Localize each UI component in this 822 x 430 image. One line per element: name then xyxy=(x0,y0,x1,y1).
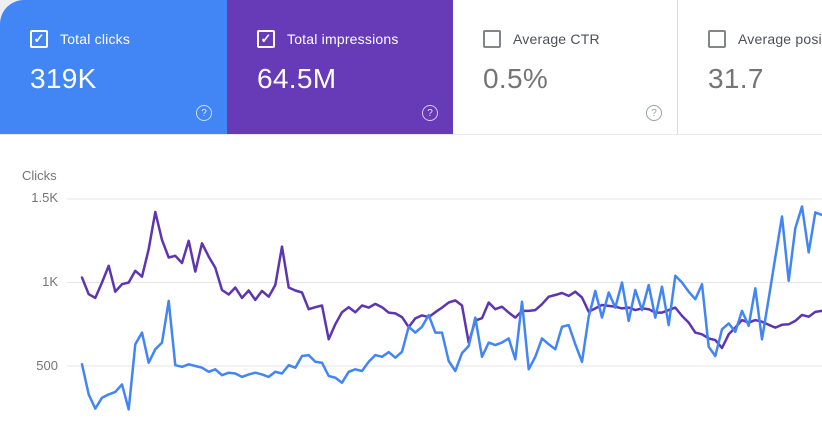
total-clicks-checkbox[interactable]: ✓ xyxy=(30,30,48,48)
average-ctr-checkbox[interactable]: ✓ xyxy=(483,30,501,48)
y-tick-label-500: 500 xyxy=(36,358,58,373)
help-icon[interactable]: ? xyxy=(422,105,438,121)
metric-card-total-impressions[interactable]: ✓ Total impressions 64.5M ? xyxy=(227,0,453,134)
y-tick-label-1000: 1K xyxy=(42,274,58,289)
total-impressions-value: 64.5M xyxy=(257,63,337,94)
impressions-line xyxy=(80,210,822,350)
metric-card-average-position[interactable]: ✓ Average position 31.7 ? xyxy=(677,0,822,134)
help-icon[interactable]: ? xyxy=(196,105,212,121)
card-label: Total clicks xyxy=(60,31,131,47)
card-label: Total impressions xyxy=(287,31,399,47)
metric-card-average-ctr[interactable]: ✓ Average CTR 0.5% ? xyxy=(453,0,677,134)
metric-card-total-clicks[interactable]: ✓ Total clicks 319K ? xyxy=(0,0,227,134)
clicks-line xyxy=(80,205,822,411)
card-header: ✓ Average CTR xyxy=(453,0,677,48)
average-ctr-value: 0.5% xyxy=(483,63,549,94)
checkmark-icon: ✓ xyxy=(33,31,45,46)
total-clicks-value: 319K xyxy=(30,63,97,94)
average-position-value: 31.7 xyxy=(708,63,764,94)
average-position-checkbox[interactable]: ✓ xyxy=(708,30,726,48)
checkmark-icon: ✓ xyxy=(260,31,272,46)
line-chart xyxy=(67,198,822,411)
y-tick-label-1500: 1.5K xyxy=(31,190,58,205)
help-icon[interactable]: ? xyxy=(646,105,662,121)
card-header: ✓ Total clicks xyxy=(0,0,227,48)
card-label: Average CTR xyxy=(513,31,600,47)
card-header: ✓ Total impressions xyxy=(227,0,453,48)
y-axis-title: Clicks xyxy=(22,168,57,183)
card-header: ✓ Average position xyxy=(678,0,822,48)
card-label: Average position xyxy=(738,31,822,47)
clicks-chart-panel: Clicks 1.5K 1K 500 xyxy=(0,135,822,430)
total-impressions-checkbox[interactable]: ✓ xyxy=(257,30,275,48)
metric-cards-row: ✓ Total clicks 319K ? ✓ Total impression… xyxy=(0,0,822,135)
